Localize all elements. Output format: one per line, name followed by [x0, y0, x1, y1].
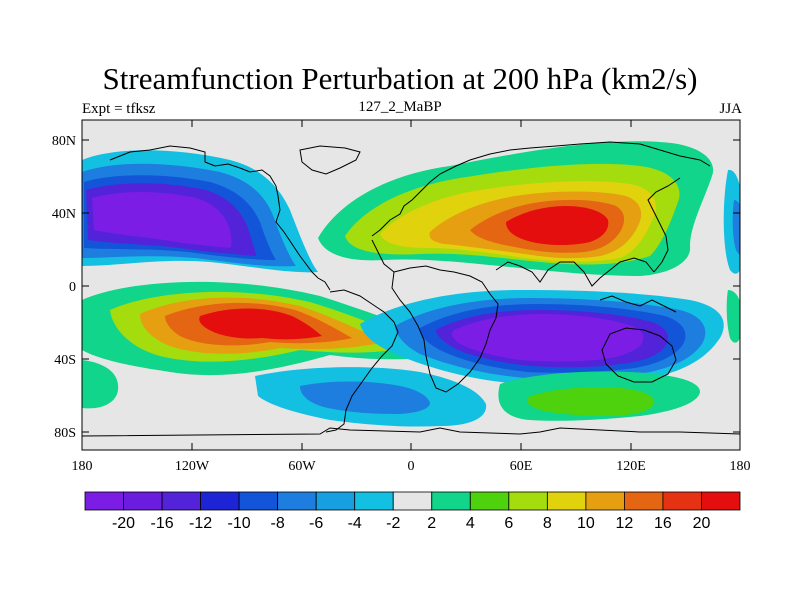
- colorbar-label: 8: [543, 515, 552, 532]
- colorbar-label: -16: [150, 515, 173, 532]
- colorbar-swatch: [84, 491, 124, 511]
- colorbar-swatch: [392, 491, 433, 511]
- colorbar-swatch: [123, 491, 163, 511]
- colorbar-swatch: [469, 491, 510, 511]
- latitude-axis: [82, 139, 740, 433]
- negative-pacific-low-core: [92, 192, 232, 248]
- colorbar-label: -8: [271, 515, 285, 532]
- longitude-axis: [81, 120, 741, 450]
- coastline-antarctica: [82, 427, 740, 437]
- lon-tick-label: 60W: [288, 459, 316, 474]
- colorbar-label: -4: [348, 515, 362, 532]
- lon-tick-label: 60E: [510, 459, 533, 474]
- coastline-greenland: [299, 145, 361, 175]
- coastline-east-asia: [647, 177, 681, 273]
- colorbar-swatch: [701, 491, 741, 511]
- colorbar-swatch: [508, 491, 548, 511]
- colorbar-swatch: [354, 491, 394, 511]
- map-title: Streamfunction Perturbation at 200 hPa (…: [102, 61, 698, 96]
- positive-west-low-lat: [82, 360, 119, 409]
- positive-band-south-core: [199, 308, 322, 340]
- coastline-africa: [391, 265, 499, 393]
- positive-asia-high-core: [506, 206, 609, 245]
- colorbar-swatch: [200, 491, 240, 511]
- colorbar-label: 6: [504, 515, 513, 532]
- coastline-eurasia: [371, 141, 711, 273]
- colorbar-label: 12: [616, 515, 634, 532]
- lat-tick-label: 40N: [52, 207, 76, 222]
- colorbar-swatch: [431, 491, 471, 511]
- coastlines: [82, 141, 740, 437]
- season-label: JJA: [719, 101, 742, 117]
- lon-tick-label: 120E: [616, 459, 646, 474]
- colorbar-label: 2: [427, 515, 436, 532]
- colorbar-swatch: [624, 491, 664, 511]
- contour-field: [82, 141, 740, 427]
- lon-tick-label: 180: [730, 459, 751, 474]
- positive-southern-high-inner: [527, 387, 655, 416]
- lat-tick-label: 40S: [54, 353, 76, 368]
- lon-tick-label: 120W: [175, 459, 210, 474]
- coastline-north-america: [109, 145, 331, 291]
- colorbar-label: -10: [228, 515, 251, 532]
- colorbar-label: 10: [577, 515, 595, 532]
- experiment-label: Expt = tfksz: [82, 101, 156, 117]
- colorbar-label: 16: [654, 515, 672, 532]
- colorbar-swatch: [585, 491, 625, 511]
- lat-tick-label: 80S: [54, 426, 76, 441]
- positive-east-edge: [726, 290, 740, 343]
- lon-tick-label: 0: [408, 459, 415, 474]
- colorbar-label: -2: [386, 515, 400, 532]
- coastline-south-america: [325, 289, 399, 433]
- colorbar-label: 4: [466, 515, 475, 532]
- colorbar-swatch: [161, 491, 201, 511]
- run-label: 127_2_MaBP: [358, 99, 442, 115]
- colorbar-swatch: [546, 491, 587, 511]
- coastline-australia: [601, 327, 677, 383]
- colorbar-label: 20: [693, 515, 711, 532]
- colorbar-label: -12: [189, 515, 212, 532]
- colorbar-label: -6: [309, 515, 323, 532]
- negative-indian-low-core: [452, 314, 644, 362]
- negative-southern-ocean-inner: [300, 381, 430, 414]
- colorbar-swatch: [238, 491, 279, 511]
- colorbar-swatch: [277, 491, 317, 511]
- colorbar-swatch: [662, 491, 702, 511]
- colorbar-swatch: [315, 491, 356, 511]
- negative-east-edge-inner: [732, 200, 740, 255]
- colorbar-label: -20: [112, 515, 135, 532]
- lon-tick-label: 180: [72, 459, 93, 474]
- colorbar: -20 -16 -12 -10 -8 -6 -4 -2 2 4 6 8 10 12 16 20: [84, 491, 741, 532]
- lat-tick-label: 0: [69, 280, 76, 295]
- coastline-maritime: [599, 295, 677, 313]
- lat-tick-label: 80N: [52, 134, 76, 149]
- coastline-arabia-india: [495, 257, 655, 287]
